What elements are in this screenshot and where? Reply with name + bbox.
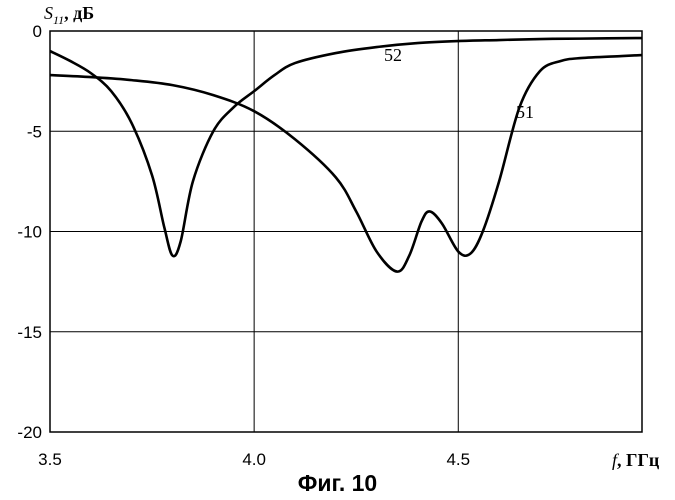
figure-caption: Фиг. 10: [0, 470, 675, 497]
grid-lines: [50, 31, 642, 432]
y-tick-label: -5: [27, 122, 42, 141]
y-axis-title: S11, дБ: [44, 3, 94, 27]
x-axis-unit: , ГГц: [617, 450, 660, 470]
y-axis-subscript: 11: [53, 13, 64, 27]
series-layer: [50, 38, 642, 272]
series-line-52: [50, 38, 642, 256]
tick-labels: 0 -5 -10 -15 -20 3.5 4.0 4.5: [17, 22, 470, 469]
series-line-51: [50, 55, 642, 272]
series-label-52: 52: [384, 45, 402, 65]
x-axis-title: f, ГГц: [612, 450, 660, 470]
y-tick-label: 0: [33, 22, 42, 41]
y-tick-label: -20: [17, 423, 42, 442]
x-tick-label: 4.5: [446, 450, 470, 469]
y-axis-symbol: S: [44, 3, 53, 23]
y-tick-label: -15: [17, 323, 42, 342]
x-tick-label: 4.0: [242, 450, 266, 469]
y-axis-unit: , дБ: [64, 3, 94, 23]
series-label-51: 51: [516, 102, 534, 122]
x-tick-label: 3.5: [38, 450, 62, 469]
y-tick-label: -10: [17, 223, 42, 242]
